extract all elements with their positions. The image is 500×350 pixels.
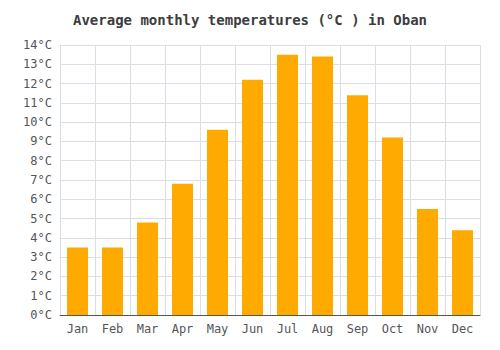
svg-text:Jun: Jun	[242, 322, 264, 336]
svg-text:5°C: 5°C	[30, 212, 52, 226]
svg-text:9°C: 9°C	[30, 134, 52, 148]
svg-text:Dec: Dec	[452, 322, 474, 336]
svg-text:10°C: 10°C	[23, 115, 52, 129]
svg-text:8°C: 8°C	[30, 154, 52, 168]
svg-text:Jan: Jan	[67, 322, 89, 336]
svg-text:Oct: Oct	[382, 322, 404, 336]
svg-text:Feb: Feb	[102, 322, 124, 336]
svg-text:6°C: 6°C	[30, 192, 52, 206]
svg-text:14°C: 14°C	[23, 38, 52, 52]
svg-text:12°C: 12°C	[23, 77, 52, 91]
svg-text:Apr: Apr	[172, 322, 194, 336]
svg-text:Jul: Jul	[277, 322, 299, 336]
svg-text:Nov: Nov	[417, 322, 439, 336]
svg-text:4°C: 4°C	[30, 231, 52, 245]
svg-text:3°C: 3°C	[30, 250, 52, 264]
svg-text:11°C: 11°C	[23, 96, 52, 110]
svg-text:Aug: Aug	[312, 322, 334, 336]
svg-text:Mar: Mar	[137, 322, 159, 336]
svg-text:May: May	[207, 322, 229, 336]
svg-text:0°C: 0°C	[30, 308, 52, 322]
svg-text:13°C: 13°C	[23, 57, 52, 71]
svg-text:7°C: 7°C	[30, 173, 52, 187]
svg-text:Sep: Sep	[347, 322, 369, 336]
svg-text:1°C: 1°C	[30, 289, 52, 303]
svg-text:2°C: 2°C	[30, 269, 52, 283]
svg-text:Average monthly temperatures (: Average monthly temperatures (°C ) in Ob…	[73, 12, 427, 28]
